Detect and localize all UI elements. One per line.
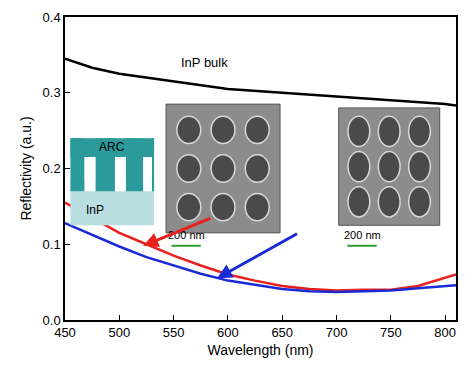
svg-text:0.0: 0.0 [43, 313, 61, 328]
svg-text:200 nm: 200 nm [344, 229, 381, 241]
svg-text:ARC: ARC [99, 140, 125, 154]
svg-text:Wavelength (nm): Wavelength (nm) [207, 342, 313, 358]
svg-text:0.2: 0.2 [43, 161, 61, 176]
svg-text:200 nm: 200 nm [168, 229, 205, 241]
svg-text:600: 600 [217, 325, 239, 340]
svg-text:InP bulk: InP bulk [181, 55, 228, 70]
svg-text:650: 650 [271, 325, 293, 340]
svg-text:800: 800 [434, 325, 456, 340]
svg-text:450: 450 [54, 325, 76, 340]
svg-text:550: 550 [163, 325, 185, 340]
svg-text:0.3: 0.3 [43, 85, 61, 100]
svg-text:Reflectivity (a.u.): Reflectivity (a.u.) [18, 116, 34, 220]
svg-text:0.1: 0.1 [43, 237, 61, 252]
svg-text:700: 700 [326, 325, 348, 340]
svg-text:500: 500 [108, 325, 130, 340]
svg-text:InP: InP [86, 203, 104, 217]
svg-text:0.4: 0.4 [43, 10, 61, 25]
svg-text:750: 750 [380, 325, 402, 340]
